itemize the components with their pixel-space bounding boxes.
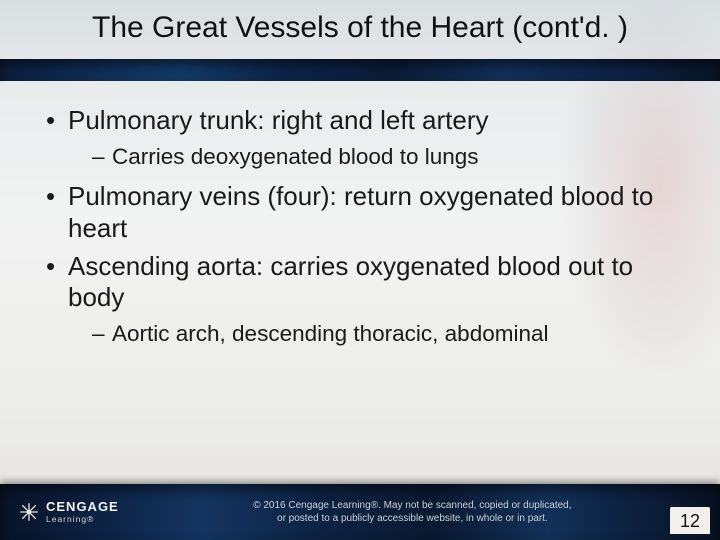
slide-title: The Great Vessels of the Heart (cont'd. …	[20, 10, 700, 45]
copyright-line1: © 2016 Cengage Learning®. May not be sca…	[253, 500, 571, 511]
brand-text: CENGAGE Learning®	[46, 500, 119, 524]
page-number: 12	[680, 511, 700, 531]
list-item-text: Pulmonary trunk: right and left artery	[68, 105, 489, 135]
list-item-text: Pulmonary veins (four): return oxygenate…	[68, 181, 653, 243]
list-item: Pulmonary veins (four): return oxygenate…	[44, 181, 676, 244]
logo-mark-icon	[18, 501, 40, 523]
brand-sub: Learning®	[46, 515, 119, 524]
slide-content: Pulmonary trunk: right and left artery C…	[0, 61, 720, 348]
sub-list-item: Carries deoxygenated blood to lungs	[68, 143, 676, 171]
sub-list: Carries deoxygenated blood to lungs	[68, 143, 676, 171]
copyright-text: © 2016 Cengage Learning®. May not be sca…	[119, 499, 706, 525]
brand-logo: CENGAGE Learning®	[18, 500, 119, 524]
brand-name: CENGAGE	[46, 500, 119, 513]
page-number-tab: 12	[670, 507, 710, 534]
sub-list: Aortic arch, descending thoracic, abdomi…	[68, 320, 676, 348]
copyright-line2: or posted to a publicly accessible websi…	[277, 513, 548, 524]
list-item: Pulmonary trunk: right and left artery C…	[44, 105, 676, 171]
sub-list-item: Aortic arch, descending thoracic, abdomi…	[68, 320, 676, 348]
list-item-text: Ascending aorta: carries oxygenated bloo…	[68, 251, 633, 313]
bullet-list: Pulmonary trunk: right and left artery C…	[44, 105, 676, 348]
list-item: Ascending aorta: carries oxygenated bloo…	[44, 251, 676, 349]
footer-bar: CENGAGE Learning® © 2016 Cengage Learnin…	[0, 484, 720, 540]
title-band: The Great Vessels of the Heart (cont'd. …	[0, 0, 720, 61]
